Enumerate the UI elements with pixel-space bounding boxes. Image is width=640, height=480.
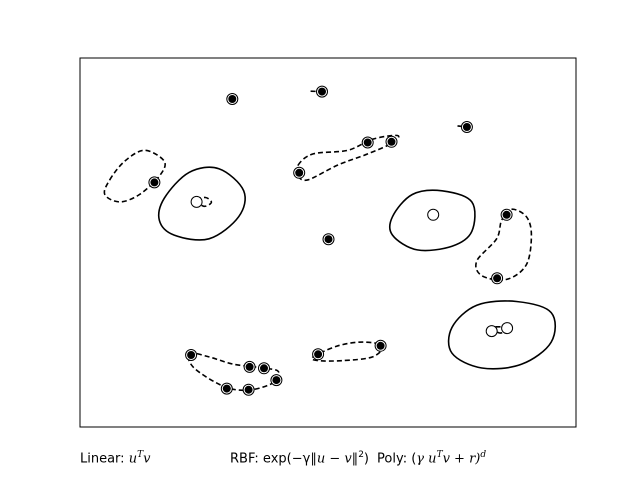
support-point-15 xyxy=(270,374,283,387)
caption-poly-formula: γ u xyxy=(416,451,437,467)
support-point-1 xyxy=(316,85,328,98)
support-point-2 xyxy=(148,176,161,189)
point-layer xyxy=(148,85,514,396)
support-point-5 xyxy=(385,135,398,148)
support-point-14 xyxy=(242,383,255,396)
support-point-10 xyxy=(185,349,198,361)
caption-poly: Poly: (γ uTv + r)d xyxy=(377,450,486,466)
dashed-contour-3 xyxy=(103,149,166,203)
dashed-contour-4 xyxy=(295,134,400,182)
support-point-7 xyxy=(322,233,335,246)
caption-poly-after: v + r) xyxy=(442,451,481,467)
open-point-0 xyxy=(190,195,203,208)
support-point-17 xyxy=(374,339,387,352)
solid-contour-1 xyxy=(388,189,476,252)
open-point-2 xyxy=(485,325,498,338)
caption-poly-sup: T xyxy=(436,450,443,460)
caption-linear: Linear: uTv xyxy=(80,450,150,466)
solid-contour-0 xyxy=(157,166,246,241)
support-point-16 xyxy=(312,348,325,361)
caption-poly-sup2: d xyxy=(480,450,487,460)
caption-rbf-sup: 2 xyxy=(358,450,364,460)
caption-rbf-after: ) xyxy=(363,451,369,467)
support-point-11 xyxy=(243,360,256,373)
open-point-3 xyxy=(501,322,514,335)
support-point-12 xyxy=(258,362,270,375)
support-point-4 xyxy=(361,136,374,149)
caption-rbf-label: RBF: exp(−γ xyxy=(230,451,311,467)
caption-linear-after: v xyxy=(143,451,151,467)
caption-linear-formula: u xyxy=(128,451,138,467)
caption-linear-label: Linear: xyxy=(80,451,129,467)
open-point-1 xyxy=(427,208,440,221)
solid-contour-2 xyxy=(447,300,557,370)
caption-poly-label: Poly: ( xyxy=(377,451,417,467)
support-point-13 xyxy=(220,382,233,395)
support-point-9 xyxy=(491,272,504,285)
support-point-3 xyxy=(293,166,306,179)
support-point-6 xyxy=(460,121,473,133)
caption-linear-sup: T xyxy=(137,450,144,460)
support-point-8 xyxy=(500,208,513,221)
caption-rbf-formula: ‖u − v‖ xyxy=(310,451,359,467)
dashed-contour-8 xyxy=(195,196,213,208)
caption-rbf: RBF: exp(−γ‖u − v‖2) xyxy=(230,450,369,466)
support-point-0 xyxy=(226,93,239,105)
